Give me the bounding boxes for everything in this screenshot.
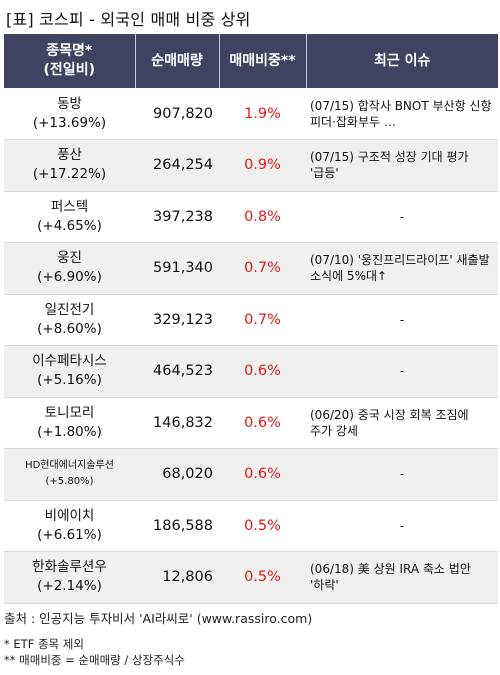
net-volume: 12,806	[135, 551, 219, 604]
stock-name-cell: 일진전기 (+8.60%)	[4, 294, 135, 346]
net-volume: 186,588	[135, 500, 219, 552]
recent-issue-cell: -	[306, 345, 498, 398]
recent-issue: -	[399, 364, 405, 379]
recent-issue-cell: (07/15) 구조적 성장 기대 평가 '급등'	[306, 139, 498, 192]
header-net-volume: 순매매량	[135, 34, 220, 88]
trade-ratio: 0.5%	[219, 551, 306, 604]
recent-issue: (06/18) 美 상원 IRA 축소 법안 '하락'	[310, 562, 471, 593]
stock-name: 웅진	[57, 250, 82, 267]
stock-name-cell: 웅진 (+6.90%)	[4, 242, 135, 295]
recent-issue: -	[399, 312, 405, 327]
trade-ratio: 0.7%	[219, 242, 306, 295]
recent-issue-cell: (07/15) 합작사 BNOT 부산항 신항 피더·잡화부두 …	[306, 88, 498, 140]
stock-name-cell: 이수페타시스 (+5.16%)	[4, 345, 135, 398]
stock-name: 한화솔루션우	[32, 559, 107, 576]
table-row: 한화솔루션우 (+2.14%) 12,806 0.5% (06/18) 美 상원 IRA…	[4, 551, 498, 604]
net-volume: 146,832	[135, 397, 219, 449]
trade-ratio: 0.9%	[219, 139, 306, 192]
table-row: 토니모리 (+1.80%) 146,832 0.6% (06/20) 중국 시장 회복 …	[4, 397, 498, 449]
table-header-row: 종목명* (전일비) 순매매량 매매비중** 최근 이슈	[4, 34, 498, 88]
stock-name: 비에이치	[44, 507, 95, 524]
net-volume: 329,123	[135, 294, 219, 346]
stock-change: (+1.80%)	[37, 423, 102, 440]
stock-change: (+5.16%)	[37, 372, 102, 389]
stock-name: 동방	[57, 95, 82, 112]
net-volume: 907,820	[135, 88, 219, 140]
net-volume: 464,523	[135, 345, 219, 398]
trade-ratio: 0.6%	[219, 448, 306, 501]
table-row: HD현대에너지솔루션 (+5.80%) 68,020 0.6% -	[4, 448, 498, 501]
table-row: 풍산 (+17.22%) 264,254 0.9% (07/15) 구조적 성장 기대 …	[4, 139, 498, 192]
stock-name-cell: 풍산 (+17.22%)	[4, 139, 135, 192]
header-name-line2: (전일비)	[43, 62, 95, 78]
footnote-ratio: ** 매매비중 = 순매매량 / 상장주식수	[4, 653, 185, 667]
recent-issue-cell: (07/10) '웅진프리드라이프' 새출발 소식에 5%대↑	[306, 242, 498, 295]
recent-issue: -	[399, 518, 405, 533]
net-volume: 264,254	[135, 139, 219, 192]
table-row: 퍼스텍 (+4.65%) 397,238 0.8% -	[4, 191, 498, 243]
header-recent-issue: 최근 이슈	[306, 34, 498, 88]
recent-issue-cell: -	[306, 294, 498, 346]
stock-name: 이수페타시스	[32, 353, 107, 370]
table-body: 동방 (+13.69%) 907,820 1.9% (07/15) 합작사 BNOT 부…	[4, 88, 498, 604]
recent-issue: (07/15) 합작사 BNOT 부산항 신항 피더·잡화부두 …	[310, 98, 492, 129]
trade-ratio: 0.7%	[219, 294, 306, 346]
stock-name: 풍산	[57, 147, 82, 164]
recent-issue-cell: (06/18) 美 상원 IRA 축소 법안 '하락'	[306, 551, 498, 604]
net-volume: 591,340	[135, 242, 219, 295]
stock-name-cell: 비에이치 (+6.61%)	[4, 500, 135, 552]
recent-issue: (07/10) '웅진프리드라이프' 새출발 소식에 5%대↑	[310, 253, 490, 284]
stock-change: (+6.61%)	[37, 526, 102, 543]
stock-name-cell: 한화솔루션우 (+2.14%)	[4, 551, 135, 604]
stock-change: (+17.22%)	[32, 166, 107, 183]
footnote-etf: * ETF 종목 제외	[4, 637, 84, 651]
header-stock-name: 종목명* (전일비)	[4, 34, 136, 88]
source-note: 출처 : 인공지능 투자비서 'AI라씨로' (www.rassiro.com)	[4, 611, 313, 626]
table-row: 일진전기 (+8.60%) 329,123 0.7% -	[4, 294, 498, 346]
header-name-line1: 종목명*	[46, 43, 93, 59]
stock-name: 퍼스텍	[50, 198, 89, 215]
trade-ratio: 0.6%	[219, 397, 306, 449]
stock-change: (+8.60%)	[37, 320, 102, 337]
recent-issue-cell: -	[306, 500, 498, 552]
stock-name: 일진전기	[44, 301, 95, 318]
trade-ratio: 0.6%	[219, 345, 306, 398]
stock-name: HD현대에너지솔루션	[25, 460, 114, 472]
stock-name: 토니모리	[44, 404, 95, 421]
recent-issue: -	[399, 467, 405, 482]
recent-issue: -	[399, 209, 405, 224]
recent-issue-cell: -	[306, 191, 498, 243]
stock-change: (+13.69%)	[32, 114, 107, 131]
foreign-trading-table: 종목명* (전일비) 순매매량 매매비중** 최근 이슈 동방 (+13.69%)…	[4, 34, 498, 604]
trade-ratio: 0.5%	[219, 500, 306, 552]
recent-issue: (06/20) 중국 시장 회복 조짐에 주가 강세	[310, 407, 469, 438]
stock-change: (+2.14%)	[37, 578, 102, 595]
trade-ratio: 0.8%	[219, 191, 306, 243]
stock-change: (+6.90%)	[37, 269, 102, 286]
recent-issue-cell: (06/20) 중국 시장 회복 조짐에 주가 강세	[306, 397, 498, 449]
stock-change: (+4.65%)	[37, 217, 102, 234]
recent-issue: (07/15) 구조적 성장 기대 평가 '급등'	[310, 150, 469, 181]
table-row: 동방 (+13.69%) 907,820 1.9% (07/15) 합작사 BNOT 부…	[4, 88, 498, 140]
net-volume: 397,238	[135, 191, 219, 243]
stock-name-cell: 퍼스텍 (+4.65%)	[4, 191, 135, 243]
stock-change: (+5.80%)	[45, 476, 94, 488]
stock-name-cell: HD현대에너지솔루션 (+5.80%)	[4, 448, 135, 501]
page-title: [표] 코스피 - 외국인 매매 비중 상위	[6, 10, 251, 29]
table-row: 비에이치 (+6.61%) 186,588 0.5% -	[4, 500, 498, 552]
trade-ratio: 1.9%	[219, 88, 306, 140]
stock-name-cell: 동방 (+13.69%)	[4, 88, 135, 140]
stock-name-cell: 토니모리 (+1.80%)	[4, 397, 135, 449]
table-row: 이수페타시스 (+5.16%) 464,523 0.6% -	[4, 345, 498, 398]
table-row: 웅진 (+6.90%) 591,340 0.7% (07/10) '웅진프리드라이프' …	[4, 242, 498, 295]
recent-issue-cell: -	[306, 448, 498, 501]
header-trade-ratio: 매매비중**	[219, 34, 307, 88]
net-volume: 68,020	[135, 448, 219, 501]
